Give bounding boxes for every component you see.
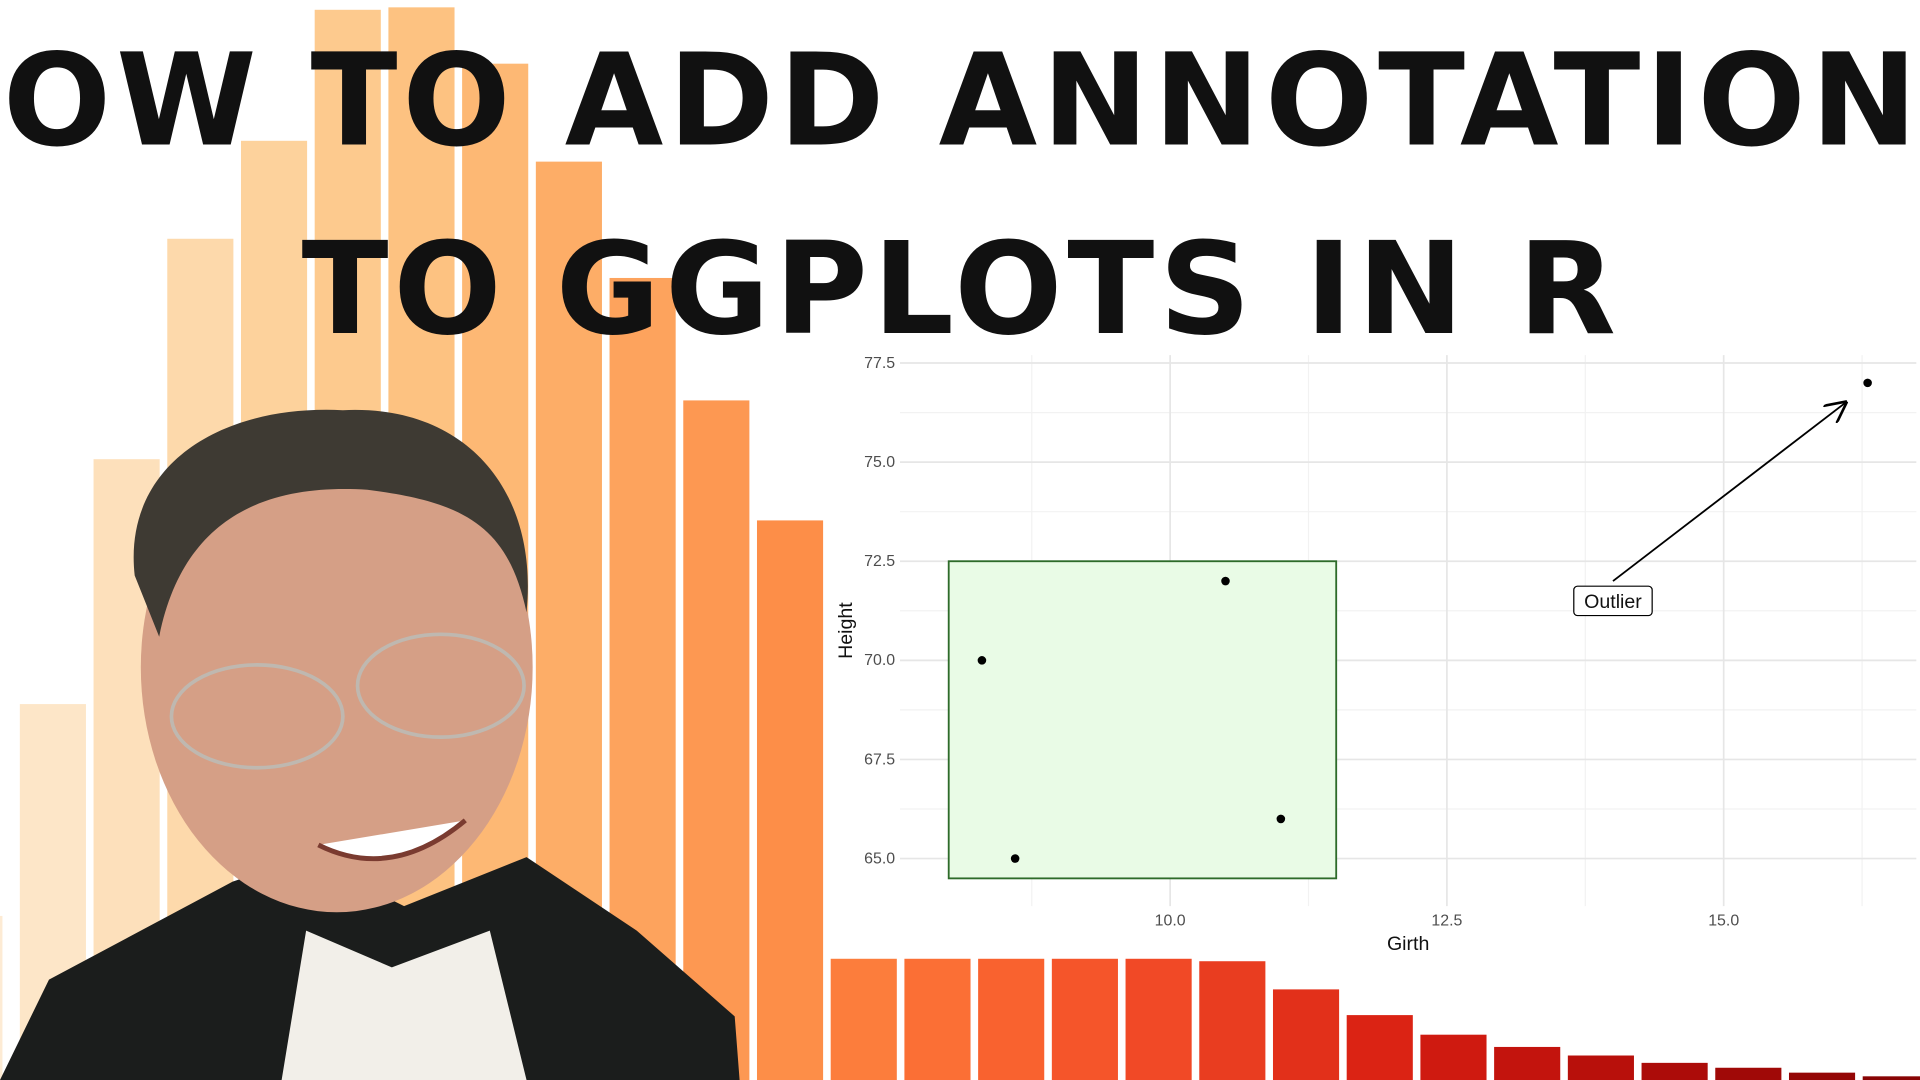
scatter-plot: 10.0 12.5 15.0 65.0 67.5 70.0 72.5 75.0 77.5 Girt…: [835, 355, 1917, 955]
point: [1863, 378, 1872, 388]
decorative-bar: [978, 958, 1045, 1080]
decorative-bar: [1051, 958, 1118, 1080]
person-photo: [0, 409, 740, 1080]
title-line: HOW TO ADD ANNOTATIONS: [0, 27, 1920, 175]
y-tick-label: 67.5: [864, 751, 895, 768]
title-line: TO GGPLOTS IN R: [302, 216, 1621, 364]
annotation-label-box: [1573, 585, 1653, 617]
decorative-bar: [1420, 1034, 1487, 1080]
annotation-arrow: [1612, 403, 1845, 582]
decorative-bar: [0, 915, 3, 1080]
point: [1221, 576, 1230, 586]
x-axis-label: Girth: [1387, 933, 1429, 955]
decorative-bar: [1641, 1062, 1708, 1080]
y-tick-label: 75.0: [864, 454, 895, 471]
decorative-bar: [1567, 1055, 1634, 1080]
decorative-bar: [1125, 958, 1192, 1080]
decorative-bar: [1346, 1015, 1413, 1080]
decorative-bar: [1494, 1046, 1561, 1080]
decorative-bar: [1715, 1067, 1782, 1080]
y-tick-label: 77.5: [864, 355, 895, 372]
decorative-bar: [1788, 1072, 1856, 1080]
decorative-bar: [830, 958, 897, 1080]
annotation-rect: [947, 560, 1338, 880]
annotation-label: Outlier: [1584, 591, 1642, 613]
decorative-bar: [1199, 961, 1266, 1080]
x-tick-label: 15.0: [1708, 913, 1739, 930]
y-tick-label: 70.0: [864, 652, 895, 669]
x-tick-label: 10.0: [1155, 913, 1186, 930]
point: [1010, 854, 1020, 863]
decorative-bar: [683, 400, 750, 1080]
x-tick-label: 12.5: [1431, 913, 1462, 930]
decorative-bar: [1272, 989, 1340, 1080]
decorative-bar: [1862, 1076, 1920, 1080]
y-tick-label: 72.5: [864, 553, 895, 570]
point: [1276, 814, 1286, 824]
y-tick-label: 65.0: [864, 850, 895, 867]
point: [977, 656, 987, 665]
y-axis-label: Height: [835, 602, 857, 659]
decorative-bar: [904, 958, 971, 1080]
decorative-bar: [756, 520, 824, 1080]
